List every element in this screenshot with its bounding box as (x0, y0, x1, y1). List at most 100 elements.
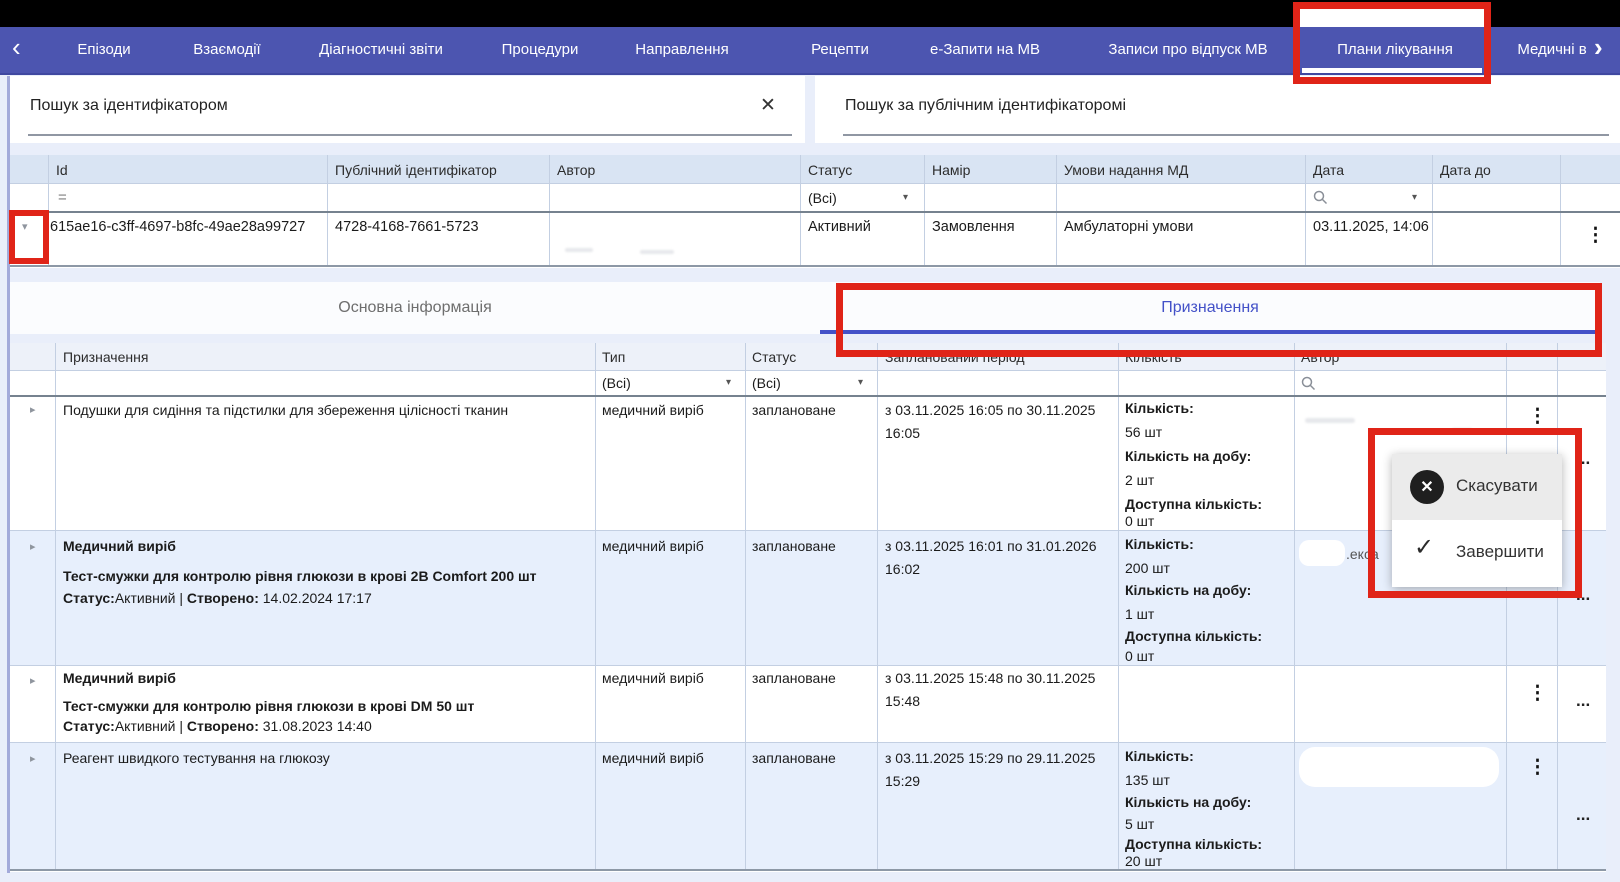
row-more-actions[interactable]: ... (1576, 691, 1591, 710)
row-more-actions[interactable]: ... (1576, 805, 1591, 824)
cell-care-conditions[interactable]: Амбулаторні умови (1064, 219, 1194, 235)
qty-per-day-value: 5 шт (1125, 816, 1155, 832)
col-header-status[interactable]: Статус (808, 162, 853, 178)
grid-line (595, 343, 596, 871)
nav-tab-episodes[interactable]: Епізоди (77, 41, 131, 58)
cell-id[interactable]: 615ae16-c3ff-4697-b8fc-49ae28a99727 (50, 219, 306, 235)
cell-public-id[interactable]: 4728-4168-7661-5723 (335, 219, 479, 235)
col-header-author[interactable]: Автор (557, 162, 596, 178)
prescription-title[interactable]: Медичний виріб (63, 538, 176, 554)
main-table-header-bg (10, 155, 1620, 183)
row-actions-menu-icon[interactable]: ⋮ (1586, 225, 1605, 246)
grid-line (10, 395, 1606, 397)
chevron-down-icon[interactable]: ▾ (726, 377, 732, 388)
col-header-period[interactable]: Запланований період (885, 349, 1025, 365)
grid-line (877, 343, 878, 871)
qty-available-label: Доступна кількість: (1125, 836, 1263, 852)
search-icon[interactable] (1301, 376, 1316, 391)
cell-intent[interactable]: Замовлення (932, 219, 1015, 235)
qty-available-label: Доступна кількість: (1125, 628, 1263, 644)
col-header-id[interactable]: Id (56, 162, 68, 178)
prescription-period: 15:29 (885, 773, 921, 789)
col-header-quantity[interactable]: Кількість (1125, 349, 1182, 365)
nav-tab-erequests-mv[interactable]: е-Запити на МВ (930, 41, 1040, 58)
chevron-down-icon[interactable]: ▾ (1412, 192, 1418, 203)
col-header-date-to[interactable]: Дата до (1440, 162, 1491, 178)
status-filter-select[interactable]: (Всі) (808, 190, 837, 206)
nav-tab-procedures[interactable]: Процедури (501, 41, 579, 58)
prescription-status: заплановане (752, 402, 836, 418)
col-header-prescription[interactable]: Призначення (63, 349, 149, 365)
qty-per-day-value: 2 шт (1125, 472, 1155, 488)
row-expand-toggle[interactable]: ▾ (22, 221, 28, 233)
white-strip-in-annotation (1300, 6, 1484, 27)
col-header-status[interactable]: Статус (752, 349, 797, 365)
prescription-period: з 03.11.2025 16:01 по 31.01.2026 (885, 538, 1097, 554)
search-input-public-id[interactable]: Пошук за публічним ідентифікаторомі (845, 97, 1126, 114)
status-filter-select[interactable]: (Всі) (752, 375, 781, 391)
row-actions-menu-icon[interactable]: ⋮ (1528, 406, 1547, 427)
grid-line (10, 211, 1620, 213)
context-menu-item-label: Завершити (1456, 542, 1544, 561)
grid-line (1557, 343, 1558, 871)
nav-tab-prescriptions[interactable]: Рецепти (811, 41, 869, 58)
col-header-care-conditions[interactable]: Умови надання МД (1064, 162, 1189, 178)
author-fragment: .екса (1346, 546, 1379, 562)
row-expand-toggle[interactable]: ▸ (30, 541, 36, 553)
row-actions-menu-icon[interactable]: ⋮ (1528, 757, 1547, 778)
chevron-left-icon[interactable]: ‹ (12, 32, 21, 62)
context-menu-item-complete[interactable]: ✓ Завершити (1392, 520, 1562, 587)
cell-status[interactable]: Активний (808, 219, 871, 235)
search-panel-right (815, 76, 1620, 143)
row-more-actions[interactable]: ... (1576, 449, 1591, 468)
row-expand-toggle[interactable]: ▸ (30, 753, 36, 765)
prescription-title[interactable]: Реагент швидкого тестування на глюкозу (63, 750, 330, 766)
qty-label: Кількість: (1125, 748, 1194, 764)
cell-date[interactable]: 03.11.2025, 14:06 (1313, 219, 1429, 235)
col-header-type[interactable]: Тип (602, 349, 626, 365)
detail-tab-bar (10, 282, 1600, 334)
qty-value: 200 шт (1125, 560, 1170, 576)
col-header-date[interactable]: Дата (1313, 162, 1345, 178)
col-header-public-id[interactable]: Публічний ідентифікатор (335, 162, 497, 178)
clear-search-icon[interactable]: ✕ (760, 95, 776, 116)
search-icon[interactable] (1313, 190, 1328, 205)
nav-tab-treatment-plans[interactable]: Плани лікування (1337, 41, 1453, 58)
tab-prescriptions[interactable]: Призначення (1161, 299, 1259, 316)
search-underline-right (843, 134, 1609, 136)
grid-line (745, 343, 746, 871)
search-panel-left (10, 76, 805, 143)
chevron-down-icon[interactable]: ▾ (858, 377, 864, 388)
search-input-id[interactable]: Пошук за ідентифікатором (30, 97, 228, 114)
prescription-title[interactable]: Подушки для сидіння та підстилки для збе… (63, 402, 509, 418)
qty-per-day-label: Кількість на добу: (1125, 582, 1252, 598)
tab-main-info[interactable]: Основна інформація (338, 299, 492, 316)
qty-available-value: 20 шт (1125, 853, 1163, 869)
chevron-right-icon[interactable]: › (1594, 32, 1603, 62)
row-more-actions[interactable]: ... (1576, 585, 1591, 604)
row-expand-toggle[interactable]: ▸ (30, 675, 36, 687)
grid-line (1294, 343, 1295, 871)
nav-tab-dispense-records[interactable]: Записи про відпуск МВ (1108, 41, 1268, 58)
row-actions-menu-icon[interactable]: ⋮ (1528, 683, 1547, 704)
prescription-status: заплановане (752, 670, 836, 686)
prescription-type: медичний виріб (602, 402, 704, 418)
prescription-title[interactable]: Медичний виріб (63, 670, 176, 686)
type-filter-select[interactable]: (Всі) (602, 375, 631, 391)
nested-header-bg (10, 343, 1606, 370)
context-menu-item-cancel[interactable]: ✕ Скасувати (1392, 454, 1562, 520)
nav-tab-medical-devices[interactable]: Медичні в (1517, 41, 1587, 58)
col-header-author[interactable]: Автор (1301, 349, 1340, 365)
chevron-down-icon[interactable]: ▾ (903, 192, 909, 203)
nav-tab-referrals[interactable]: Направлення (635, 41, 729, 58)
active-tab-underline (820, 330, 1600, 334)
nav-tab-interactions[interactable]: Взаємодії (193, 41, 261, 58)
col-header-intent[interactable]: Намір (932, 162, 971, 178)
grid-line (10, 530, 1606, 531)
id-filter-operator[interactable]: = (58, 189, 67, 206)
grid-line (10, 265, 1620, 267)
nav-tab-diagnostic-reports[interactable]: Діагностичні звіти (319, 41, 443, 58)
qty-value: 135 шт (1125, 772, 1170, 788)
search-underline-left (28, 134, 792, 136)
row-expand-toggle[interactable]: ▸ (30, 404, 36, 416)
